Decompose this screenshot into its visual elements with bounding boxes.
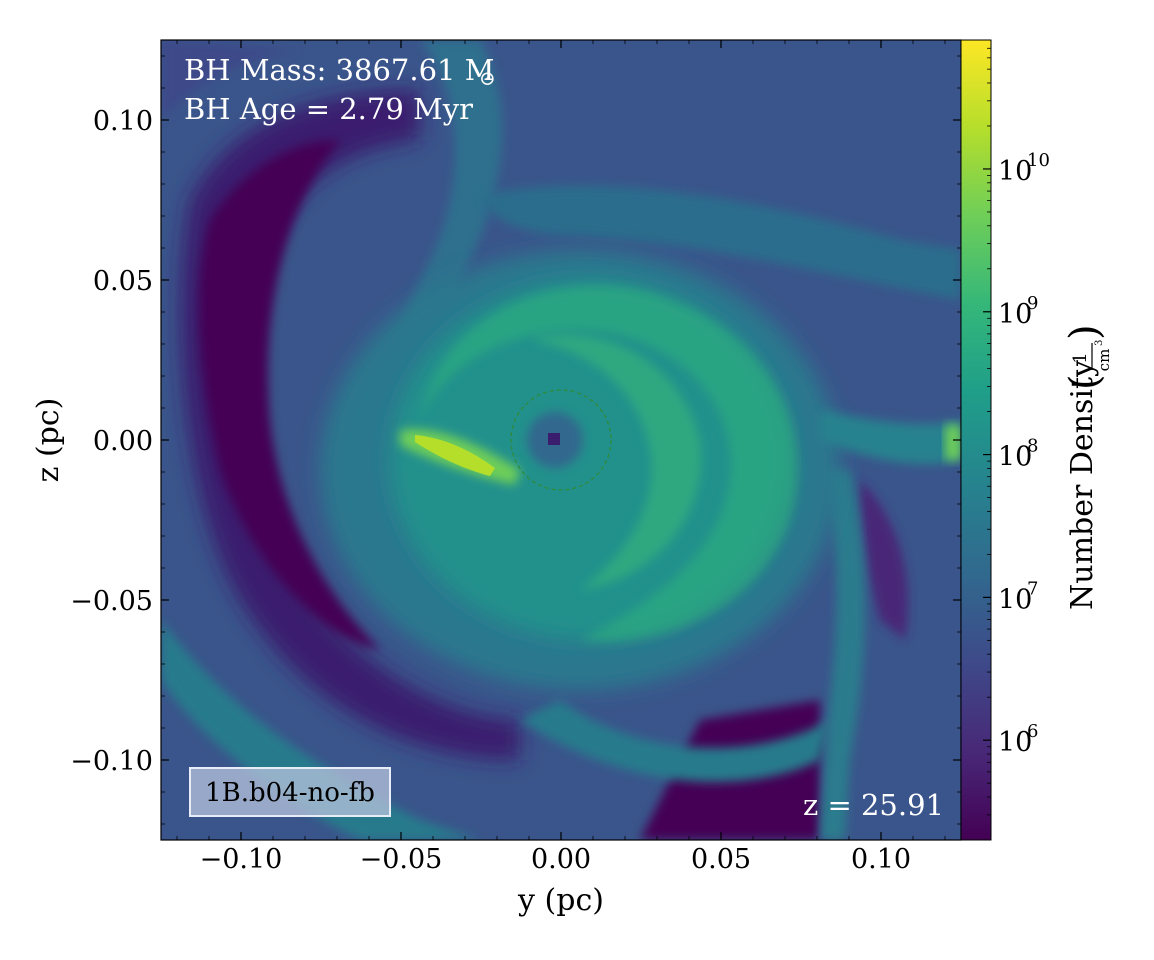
solar-mass-symbol: ⊙	[479, 66, 496, 90]
x-tick-label: −0.05	[360, 844, 443, 875]
colorbar-unit-open-paren: (	[1062, 374, 1108, 390]
colorbar-tick-base: 10	[998, 584, 1032, 615]
colorbar-tick-exponent: 10	[1027, 150, 1050, 171]
bh-age-label: BH Age = 2.79 Myr	[184, 92, 473, 126]
y-tick-label: 0.05	[93, 266, 153, 297]
colorbar-label: Number Density ( 1 cm 3 )	[1062, 324, 1113, 610]
colorbar-unit-exponent: 3	[1094, 340, 1105, 346]
y-axis-label: z (pc)	[31, 398, 66, 483]
y-tick-label: −0.10	[70, 746, 153, 777]
colorbar-tick-base: 10	[998, 156, 1032, 187]
colorbar-title: Number Density	[1065, 360, 1100, 610]
run-label: 1B.b04-no-fb	[205, 778, 375, 808]
colorbar-tick-base: 10	[998, 727, 1032, 758]
colorbar-unit-numerator: 1	[1070, 352, 1091, 363]
x-axis-label: y (pc)	[517, 883, 604, 918]
x-tick-label: 0.05	[691, 844, 751, 875]
x-tick-label: 0.00	[531, 844, 591, 875]
x-axis-ticks: −0.10 −0.05 0.00 0.05 0.10	[176, 40, 946, 875]
colorbar-tick-exponent: 8	[1027, 436, 1038, 457]
colorbar-unit-close-paren: )	[1062, 324, 1108, 340]
sink-particle-marker	[548, 433, 560, 445]
colorbar-tick-exponent: 7	[1027, 578, 1038, 599]
y-tick-label: −0.05	[70, 586, 153, 617]
colorbar-tick-exponent: 9	[1027, 293, 1038, 314]
bh-mass-label: BH Mass: 3867.61 M	[184, 53, 494, 87]
redshift-label: z = 25.91	[803, 788, 944, 822]
colorbar	[960, 39, 992, 841]
x-tick-label: −0.10	[200, 844, 283, 875]
density-image	[161, 40, 961, 840]
colorbar-tick-base: 10	[998, 299, 1032, 330]
colorbar-unit-denominator: cm	[1095, 349, 1113, 372]
y-tick-label: 0.10	[93, 106, 153, 137]
colorbar-tick-base: 10	[998, 442, 1032, 473]
y-tick-label: 0.00	[93, 426, 153, 457]
x-tick-label: 0.10	[851, 844, 911, 875]
run-label-box: 1B.b04-no-fb	[189, 767, 391, 817]
colorbar-tick-exponent: 6	[1027, 721, 1038, 742]
y-axis-ticks: −0.10 −0.05 0.00 0.05 0.10	[70, 55, 961, 825]
accretion-radius-circle	[510, 389, 612, 491]
